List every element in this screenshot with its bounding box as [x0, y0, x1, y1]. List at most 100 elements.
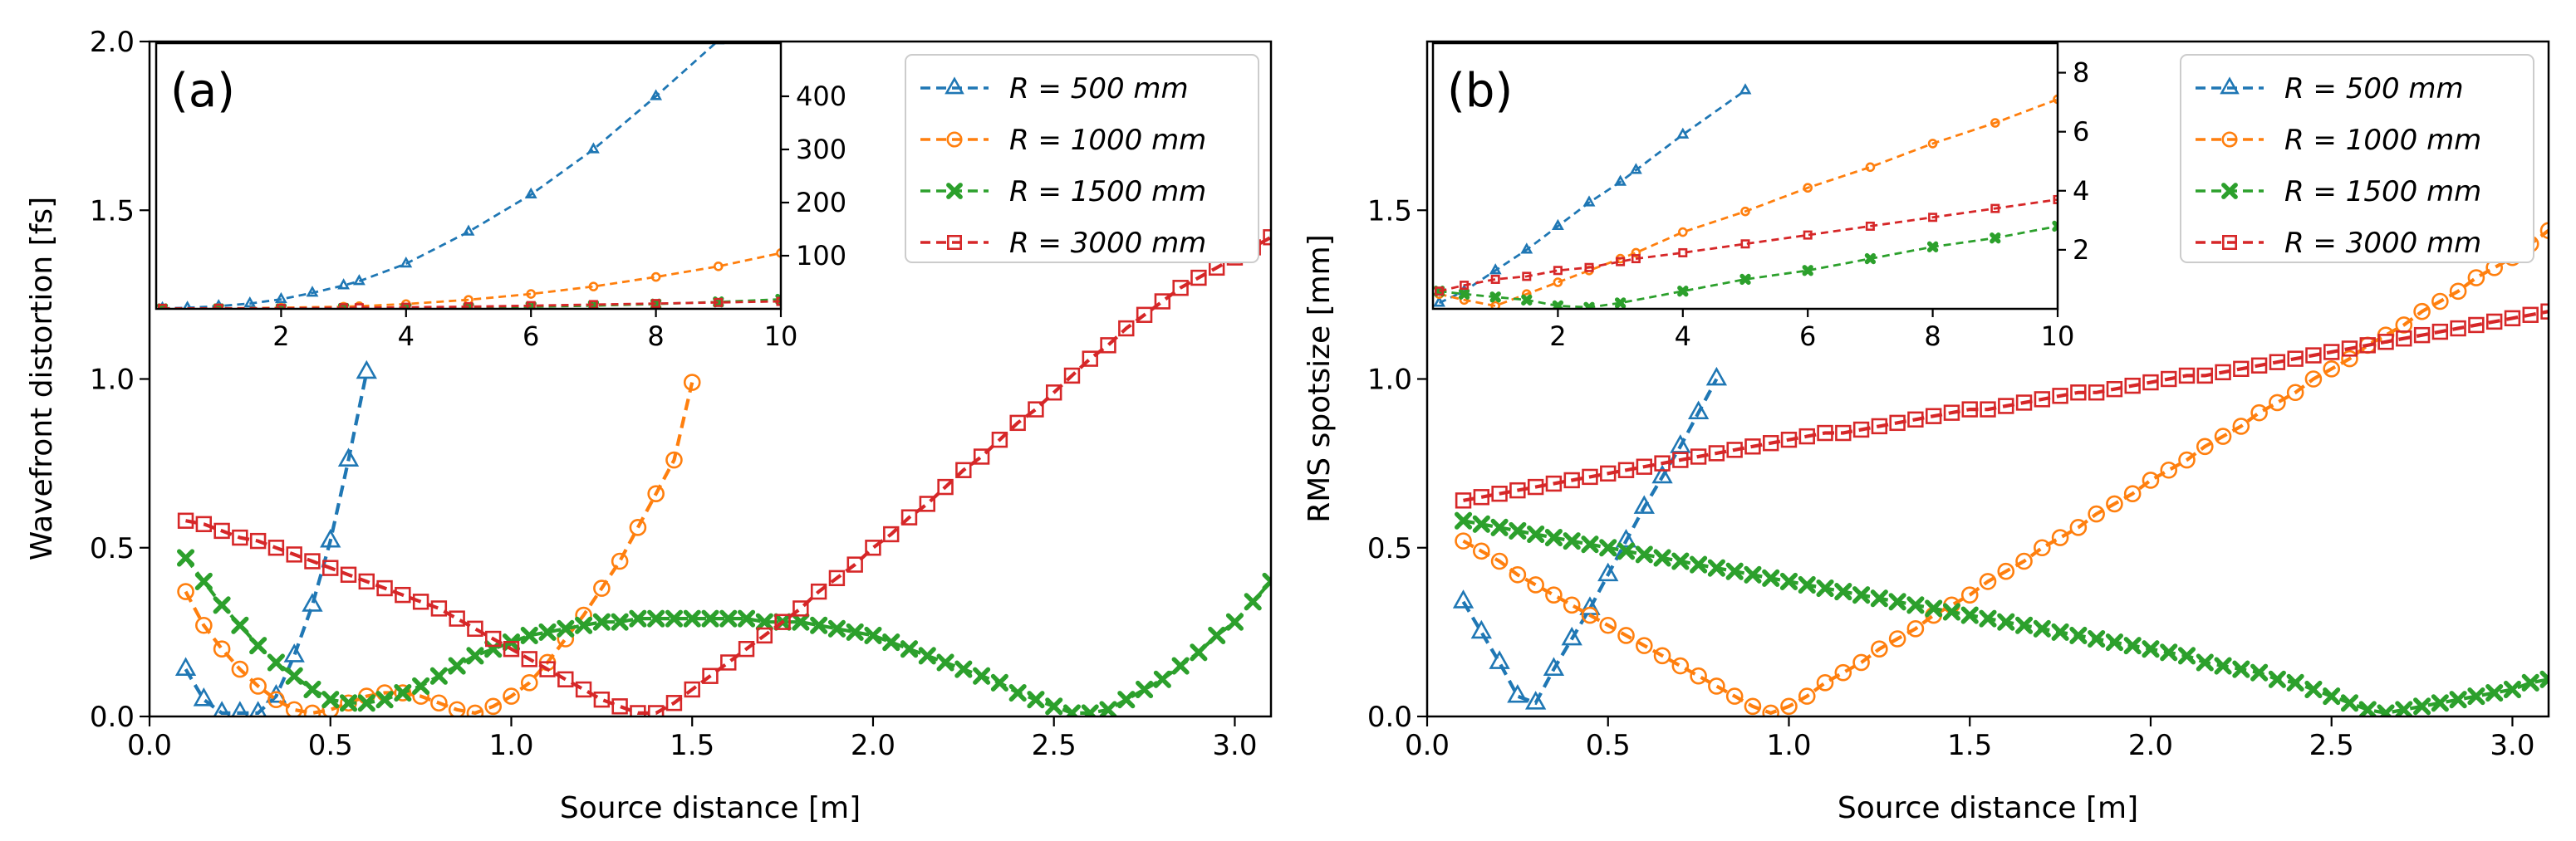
panel-a-point-R1500	[882, 633, 900, 652]
panel-b-point-R3000	[2431, 323, 2449, 340]
panel-b-point-R1000	[1888, 630, 1906, 648]
panel-a-point-R1500	[1099, 701, 1117, 716]
panel-a-point-R3000	[955, 462, 972, 478]
panel-a-point-R3000	[430, 600, 448, 617]
panel-b-point-R1500	[1834, 583, 1852, 601]
panel-a-point-R3000	[521, 651, 537, 667]
panel-b-point-R3000	[1817, 424, 1833, 442]
panel-a-point-R3000	[611, 698, 628, 715]
panel-a-point-R3000	[412, 594, 429, 610]
panel-b-inset-point-R1000	[1678, 227, 1688, 237]
panel-b-point-R1500	[2304, 680, 2323, 699]
panel-b-point-R1500	[2123, 637, 2142, 655]
panel-a-inset-frame	[155, 42, 783, 310]
panel-a-point-R3000	[846, 556, 863, 573]
panel-b-ytick-label: 0.5	[1367, 532, 1412, 565]
panel-a: 0.0 0.5 1.0 1.5 2.0 2.5 3.0 0.0 0.5 1.0 1.5 2.0 Sou…	[25, 26, 1273, 825]
panel-b-point-R1000	[1635, 637, 1653, 654]
panel-b-point-R1500	[1979, 609, 1997, 628]
panel-b-point-R1000	[1599, 616, 1617, 634]
panel-a-point-R1500	[647, 609, 665, 628]
panel-a-point-R1500	[285, 667, 303, 685]
panel-b-point-R500	[1524, 691, 1547, 710]
panel-b-point-R500	[1543, 657, 1565, 676]
panel-a-point-R1500	[321, 691, 340, 709]
panel-b-point-R1500	[2503, 680, 2521, 699]
panel-b-point-R1000	[2449, 282, 2467, 301]
panel-a-point-R1000	[647, 485, 665, 503]
panel-b-point-R1500	[1888, 593, 1906, 611]
panel-a-point-R1500	[429, 667, 448, 685]
panel-a-point-R3000	[1082, 350, 1098, 367]
panel-a-point-R1000	[430, 694, 448, 712]
panel-b-point-R1500	[2142, 640, 2160, 658]
panel-b-point-R1500	[2069, 626, 2088, 644]
panel-b-point-R1500	[2105, 633, 2123, 652]
panel-a-inset-ytick-label: 300	[796, 134, 846, 165]
panel-b-point-R3000	[2468, 316, 2485, 334]
panel-a-point-R1000	[665, 451, 683, 469]
panel-a-point-R1500	[448, 657, 466, 675]
panel-b-point-R1500	[2340, 694, 2359, 712]
panel-a-inset-bg	[156, 43, 781, 309]
panel-b-point-R500	[1705, 366, 1728, 386]
panel-b-point-R1000	[2286, 384, 2304, 402]
panel-a-point-R1500	[755, 613, 773, 631]
panel-b-point-R3000	[2106, 380, 2123, 398]
panel-a-point-R1500	[827, 619, 846, 638]
panel-b-inset-point-R1500	[1677, 286, 1689, 297]
panel-a-ytick-label: 1.0	[90, 364, 135, 397]
panel-b-point-R1500	[1816, 579, 1834, 598]
panel-a-inset-xtick-label: 4	[398, 320, 415, 352]
panel-a-inset-xtick-label: 2	[272, 320, 289, 352]
panel-a-point-R500	[193, 687, 214, 707]
panel-b-point-R1500	[2449, 691, 2467, 709]
panel-b-point-R1500	[1997, 613, 2015, 631]
panel-b-inset-point-R500	[1582, 195, 1596, 207]
panel-a-point-R3000	[828, 570, 846, 587]
panel-b-point-R500	[1687, 400, 1710, 420]
panel-b-point-R1500	[1725, 562, 1744, 580]
panel-b-point-R1000	[1762, 704, 1780, 716]
panel-b-inset-point-R1500	[1521, 294, 1533, 306]
panel-a-point-R3000	[883, 526, 900, 543]
panel-a-point-R3000	[286, 546, 302, 563]
panel-b-point-R1000	[1581, 606, 1599, 624]
panel-b-inset-point-R500	[1551, 218, 1564, 231]
panel-a-point-R1500	[1081, 704, 1099, 716]
panel-b-point-R1000	[1780, 697, 1798, 716]
panel-a-point-R3000	[1190, 269, 1207, 286]
panel-a-line-R3000	[185, 235, 1271, 716]
panel-a-inset-point-R3000	[339, 303, 349, 309]
panel-b-point-R1000	[1455, 532, 1472, 550]
panel-a-point-R3000	[340, 566, 357, 583]
panel-b-inset-point-R500	[1614, 174, 1627, 186]
panel-a-point-R1000	[177, 583, 194, 600]
panel-b-point-R1500	[1690, 555, 1708, 574]
panel-a-point-R3000	[1009, 414, 1026, 432]
panel-b-point-R3000	[2485, 313, 2503, 330]
panel-b-ytick-label: 1.0	[1367, 364, 1412, 397]
panel-b-point-R3000	[1545, 475, 1563, 492]
panel-a-point-R3000	[630, 705, 646, 716]
panel-b-inset-ticks: 2 4 6 8 10 2 4 6 8	[1549, 57, 2089, 352]
panel-b-point-R1000	[2088, 505, 2105, 523]
panel-b-inset-ytick-label: 2	[2073, 234, 2089, 266]
panel-b-point-R1500	[2358, 701, 2377, 716]
panel-a-point-R1500	[1062, 704, 1082, 716]
panel-a-point-R3000	[267, 540, 285, 556]
panel-b-point-R1000	[2069, 519, 2088, 536]
panel-b-point-R1500	[2196, 653, 2214, 672]
panel-b-point-R3000	[2070, 384, 2087, 401]
panel-a-inset-point-R500	[462, 224, 475, 236]
panel-a-inset-point-R1500	[213, 303, 224, 309]
panel-b-point-R3000	[1491, 486, 1508, 502]
panel-a-inset-point-R1000	[650, 271, 661, 282]
legend-marker-R1500	[2221, 183, 2238, 199]
panel-b-inset-point-R1000	[1490, 301, 1500, 309]
panel-a-point-R1500	[665, 609, 684, 628]
panel-b-point-R1000	[1545, 586, 1563, 604]
panel-b-inset-point-R500	[1739, 83, 1752, 95]
panel-b-series	[1452, 222, 2549, 716]
panel-a-inset-point-R500	[352, 274, 366, 286]
